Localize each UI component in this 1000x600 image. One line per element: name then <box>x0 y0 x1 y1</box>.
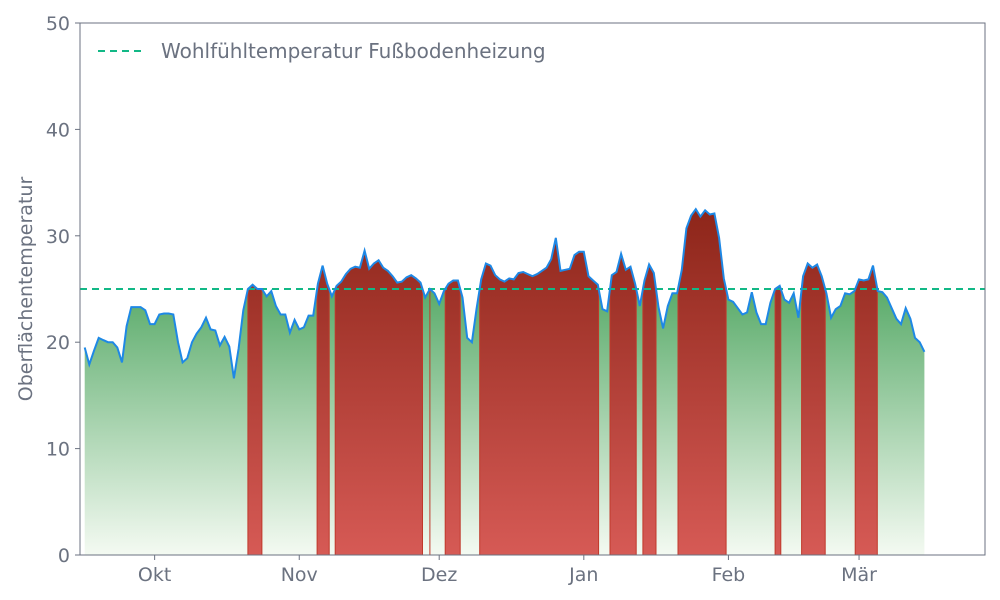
x-tick-label: Jan <box>568 564 598 586</box>
area-above-threshold <box>801 262 826 555</box>
x-tick-label: Okt <box>138 564 171 586</box>
y-tick-label: 20 <box>46 332 70 354</box>
x-axis: Okt Nov Dez Jan Feb Mär <box>138 555 877 586</box>
area-above-threshold <box>334 248 423 555</box>
temperature-line <box>83 207 926 379</box>
area-above-threshold <box>854 265 878 555</box>
x-tick-label: Mär <box>841 564 877 586</box>
y-axis-title: Oberflächentemperatur <box>15 177 37 402</box>
y-tick-label: 10 <box>46 439 70 461</box>
plot-frame <box>79 22 986 556</box>
area-above-threshold <box>609 252 637 555</box>
area-above-threshold <box>677 208 727 555</box>
area-above-threshold <box>444 280 461 555</box>
area-above-threshold <box>642 263 657 555</box>
y-axis: 0 10 20 30 40 50 <box>46 13 80 567</box>
y-tick-label: 30 <box>46 226 70 248</box>
y-tick-label: 40 <box>46 119 70 141</box>
y-tick-label: 0 <box>58 545 70 567</box>
area-above-threshold <box>316 265 330 555</box>
area-above-threshold <box>479 237 600 555</box>
x-tick-label: Feb <box>712 564 746 586</box>
legend: Wohlfühltemperatur Fußbodenheizung <box>98 39 546 63</box>
area-above-threshold <box>247 284 263 555</box>
legend-label-threshold: Wohlfühltemperatur Fußbodenheizung <box>161 39 546 63</box>
area-above-threshold <box>774 285 782 555</box>
x-tick-label: Dez <box>421 564 457 586</box>
y-tick-label: 50 <box>46 13 70 35</box>
plot-area <box>80 207 985 555</box>
x-tick-label: Nov <box>281 564 318 586</box>
